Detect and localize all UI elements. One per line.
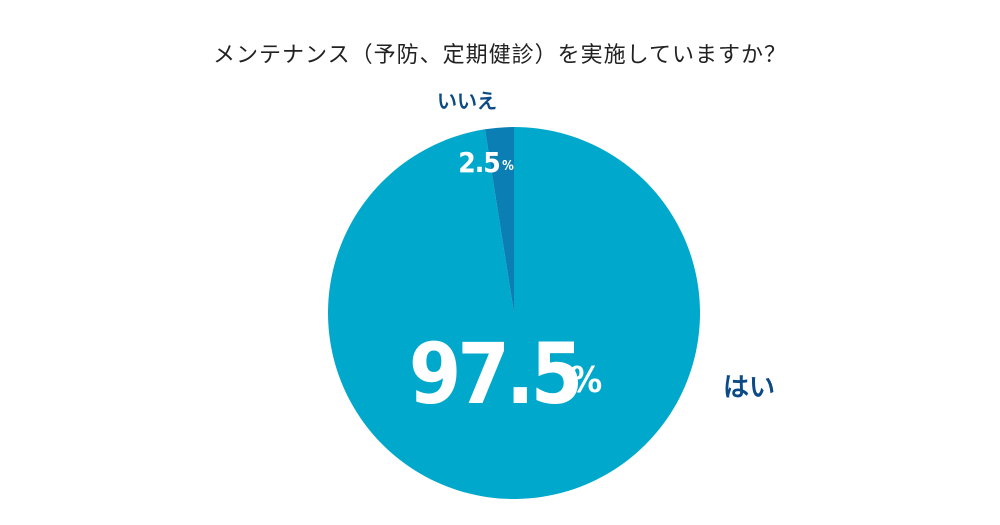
chart-title: メンテナンス（予防、定期健診）を実施していますか？	[213, 43, 787, 68]
slice-unit-label-1: %	[502, 159, 514, 174]
category-label-0: はい	[723, 373, 775, 403]
slice-value-label-0: 97.5	[409, 325, 579, 423]
category-label-1: いいえ	[437, 89, 497, 113]
pie-slices	[327, 127, 700, 500]
pie-slice-1	[484, 127, 514, 313]
slice-value-label-1: 2.5	[458, 146, 500, 179]
slice-unit-label-0: %	[570, 360, 602, 401]
